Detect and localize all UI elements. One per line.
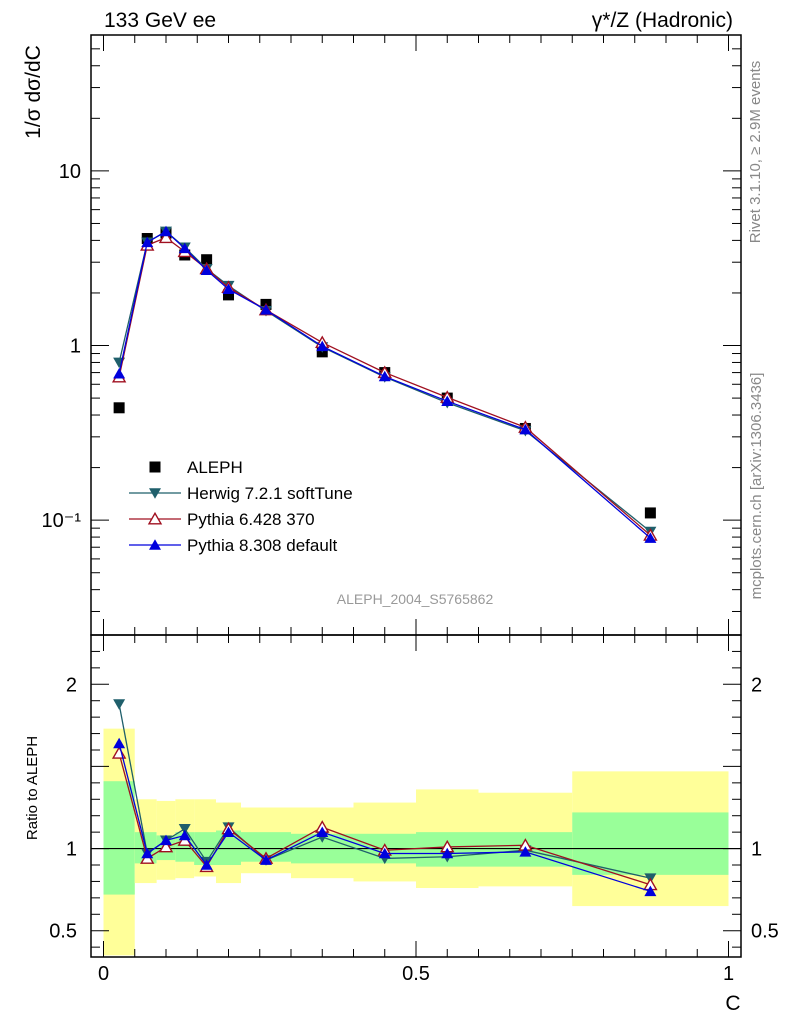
ratio-series-2-point [316,826,329,837]
main-series-3-point [260,304,272,315]
main-series-3-point [644,532,657,543]
ratio-series-2-point [113,737,126,749]
main-y-tick-label: 10⁻¹ [42,510,82,532]
ratio-series-2-point [178,829,191,841]
main-series-2-point [158,230,174,244]
header-left: 133 GeV ee [104,9,216,32]
main-series-3-point [519,423,532,435]
main-series-0-point [113,402,125,414]
legend-marker [149,461,161,473]
ratio-series-2-point [160,834,172,846]
rivet-label: Rivet 3.1.10, ≥ 2.9M events [747,61,764,244]
plot-elements: 10⁻¹ 1 10 0 0.5 1 0.5 0.5 1 1 2 2 ALEPH Herwig 7.2.1 … [42,34,779,985]
x-tick-label: 0.5 [402,963,430,985]
header-right: γ*/Z (Hadronic) [592,9,733,32]
ratio-series-0-point [178,824,191,835]
ratio-y-tick-label-right: 0.5 [751,921,779,943]
ratio-series-0-point [113,699,126,710]
legend-marker [149,539,161,550]
main-series-3-point [441,395,454,406]
main-series-3-point [378,370,391,382]
uncertainty-band-inner [572,812,729,875]
legend-label: Pythia 8.308 default [187,536,338,555]
ratio-y-tick-label-left: 0.5 [49,921,77,943]
main-series-3-point [141,236,154,248]
main-series-3-point [222,283,235,295]
main-ylabel: 1/σ dσ/dC [22,45,45,139]
main-series-3-point [113,367,126,379]
main-series-3-point [160,225,172,237]
mcplots-label: mcplots.cern.ch [arXiv:1306.3436] [748,373,765,600]
ratio-series-2-point [378,847,391,859]
x-tick-label: 0 [98,963,109,985]
uncertainty-band-inner [103,781,135,895]
main-series-3-point [200,264,213,275]
main-series-0-point [201,254,213,266]
legend-marker [147,511,163,525]
ratio-series-2-point [200,859,213,870]
x-tick-label: 1 [723,963,734,985]
legend-label: ALEPH [187,458,243,477]
ratio-series-2-point [141,847,154,859]
legend-label: Herwig 7.2.1 softTune [187,484,353,503]
ratio-y-tick-label-left: 1 [66,839,77,861]
ratio-y-tick-label-left: 2 [66,674,77,696]
main-series-3-point [178,242,191,254]
main-y-tick-label: 1 [70,336,81,358]
main-series-0-point [223,289,234,301]
x-axis-label: C [725,992,740,1015]
ratio-series-2-point [441,847,454,859]
main-y-tick-label: 10 [59,161,81,183]
ratio-series-2-point [260,854,272,865]
ratio-series-2-point [644,885,657,897]
main-series-0-point [644,507,656,519]
ratio-series-2-point [222,826,235,837]
legend-marker [149,488,161,499]
legend-label: Pythia 6.428 370 [187,510,315,529]
main-series-3-point [316,340,329,352]
ratio-y-tick-label-right: 1 [751,839,762,861]
ratio-ylabel: Ratio to ALEPH [24,736,41,840]
ratio-series-1-point [158,839,174,853]
ratio-series-2-point [519,846,532,857]
watermark: ALEPH_2004_S5765862 [337,591,494,607]
ratio-y-tick-label-right: 2 [751,674,762,696]
